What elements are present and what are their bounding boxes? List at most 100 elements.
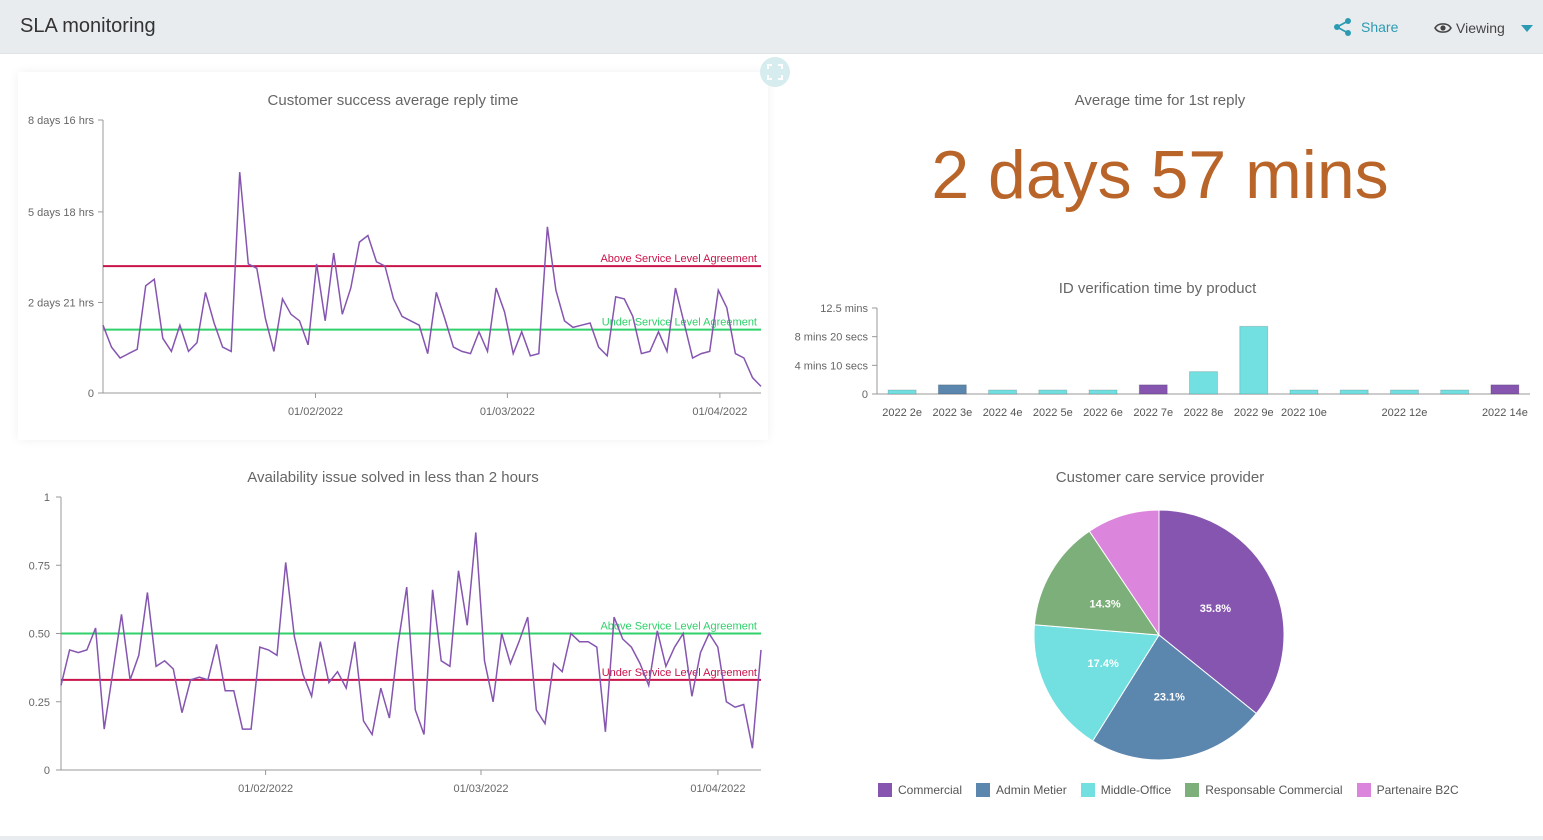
x-tick-label: 2022 2e xyxy=(882,407,922,419)
x-tick-label: 01/04/2022 xyxy=(692,406,747,418)
share-button[interactable]: Share xyxy=(1333,16,1398,38)
reference-line-label: Above Service Level Agreement xyxy=(600,621,757,633)
bar xyxy=(1389,389,1419,395)
pie-slice-label: 23.1% xyxy=(1154,692,1185,704)
share-label: Share xyxy=(1361,19,1399,35)
legend-label: Admin Metier xyxy=(996,783,1067,797)
bar xyxy=(1138,384,1168,395)
viewing-label: Viewing xyxy=(1456,20,1505,36)
legend-label: Commercial xyxy=(898,783,963,797)
expand-button[interactable] xyxy=(760,57,790,87)
y-tick-label: 0 xyxy=(44,765,50,777)
x-tick-label: 2022 12e xyxy=(1381,407,1427,419)
legend-swatch xyxy=(976,783,991,797)
eye-icon xyxy=(1434,23,1452,33)
bar xyxy=(988,389,1018,395)
reference-line-label: Above Service Level Agreement xyxy=(600,253,757,265)
bar xyxy=(1490,384,1520,395)
bar xyxy=(937,384,967,395)
legend-item[interactable]: Middle-Office xyxy=(1080,783,1172,797)
y-tick-label: 0 xyxy=(862,389,868,401)
chart-title: Availability issue solved in less than 2… xyxy=(247,469,539,486)
page-title: SLA monitoring xyxy=(20,15,156,37)
chart-title: Customer success average reply time xyxy=(267,92,519,109)
legend-label: Responsable Commercial xyxy=(1205,783,1343,797)
series-line xyxy=(102,172,762,387)
pie-slice xyxy=(1033,530,1160,636)
reply-time-chart: 8 days 16 hrs 5 days 18 hrs 2 days 21 hrs 0… xyxy=(28,115,762,418)
legend-swatch xyxy=(1080,783,1095,797)
chart-title: Customer care service provider xyxy=(1055,469,1265,486)
id-verification-chart: 12.5 mins 8 mins 20 secs 4 mins 10 secs 0 20… xyxy=(795,303,1530,419)
bar xyxy=(1189,371,1218,395)
bar xyxy=(1088,389,1118,395)
bar xyxy=(1239,325,1269,395)
y-tick-label: 0.75 xyxy=(29,560,50,572)
x-tick-label: 2022 7e xyxy=(1133,407,1173,419)
legend-item[interactable]: Commercial xyxy=(878,783,962,797)
x-tick-label: 01/02/2022 xyxy=(238,783,293,795)
x-tick-label: 2022 8e xyxy=(1184,407,1224,419)
x-tick-label: 2022 5e xyxy=(1033,407,1073,419)
y-tick-label: 2 days 21 hrs xyxy=(28,297,95,309)
viewing-mode-dropdown[interactable]: Viewing xyxy=(1434,17,1533,39)
x-tick-label: 2022 4e xyxy=(983,407,1023,419)
legend-item[interactable]: Responsable Commercial xyxy=(1185,783,1343,797)
bar xyxy=(1339,389,1369,395)
pie-slice-label: 35.8% xyxy=(1200,603,1231,615)
legend-item[interactable]: Partenaire B2C xyxy=(1356,783,1459,797)
kpi-value: 2 days 57 mins xyxy=(931,137,1389,213)
legend-swatch xyxy=(1356,783,1371,797)
pie-legend: Commercial Admin Metier Middle-Office Respo… xyxy=(878,783,1473,797)
pie-slice xyxy=(1088,509,1160,637)
reference-line-label: Under Service Level Agreement xyxy=(602,317,757,329)
chart-title: ID verification time by product xyxy=(1058,280,1257,297)
y-tick-label: 1 xyxy=(44,492,50,504)
top-bar: SLA monitoring Share Viewing xyxy=(0,0,1543,54)
x-tick-label: 01/02/2022 xyxy=(288,406,343,418)
id-verification-card: ID verification time by product 12.5 min… xyxy=(780,270,1535,430)
legend-swatch xyxy=(1185,783,1200,797)
availability-card: Availability issue solved in less than 2… xyxy=(18,460,768,805)
expand-icon xyxy=(767,64,783,80)
bar xyxy=(1440,389,1470,395)
y-tick-label: 0 xyxy=(88,388,94,400)
x-tick-label: 01/03/2022 xyxy=(453,783,508,795)
share-icon xyxy=(1334,18,1351,36)
reference-line-label: Under Service Level Agreement xyxy=(602,667,757,679)
x-tick-label: 01/04/2022 xyxy=(690,783,745,795)
service-provider-pie: 35.8% 23.1% 17.4% 14.3% xyxy=(1033,509,1285,761)
service-provider-card: Customer care service provider 35.8% 23.1… xyxy=(790,460,1530,800)
pie-slice xyxy=(1091,634,1258,761)
bottom-divider xyxy=(0,836,1543,840)
y-tick-label: 5 days 18 hrs xyxy=(28,207,95,219)
y-tick-label: 8 mins 20 secs xyxy=(795,332,869,344)
pie-slice xyxy=(1033,624,1160,742)
x-tick-label: 2022 9e xyxy=(1234,407,1274,419)
x-tick-label: 01/03/2022 xyxy=(480,406,535,418)
pie-slice-label: 14.3% xyxy=(1090,598,1121,610)
pie-slice-label: 17.4% xyxy=(1088,658,1119,670)
legend-label: Middle-Office xyxy=(1100,783,1172,797)
y-tick-label: 8 days 16 hrs xyxy=(28,115,95,127)
x-tick-label: 2022 10e xyxy=(1281,407,1327,419)
bar xyxy=(1038,389,1068,395)
series-line xyxy=(60,532,762,749)
pie-slice xyxy=(1158,509,1285,715)
legend-swatch xyxy=(878,783,892,797)
y-tick-label: 0.25 xyxy=(29,697,50,709)
bar xyxy=(1289,389,1319,395)
legend-item[interactable]: Admin Metier xyxy=(976,783,1067,797)
kpi-title: Average time for 1st reply xyxy=(1074,92,1246,109)
chevron-down-icon[interactable] xyxy=(1520,24,1533,32)
y-tick-label: 0.50 xyxy=(29,629,50,641)
y-tick-label: 4 mins 10 secs xyxy=(795,360,869,372)
availability-chart: 1 0.75 0.50 0.25 0 01/02/2022 01/03/2022 01/04/… xyxy=(29,492,762,795)
reply-time-card: Customer success average reply time 8 da… xyxy=(18,72,768,440)
bar xyxy=(887,389,917,395)
x-tick-label: 2022 14e xyxy=(1482,407,1528,419)
x-tick-label: 2022 3e xyxy=(932,407,972,419)
y-tick-label: 12.5 mins xyxy=(820,303,868,315)
x-tick-label: 2022 6e xyxy=(1083,407,1123,419)
legend-label: Partenaire B2C xyxy=(1376,783,1459,797)
